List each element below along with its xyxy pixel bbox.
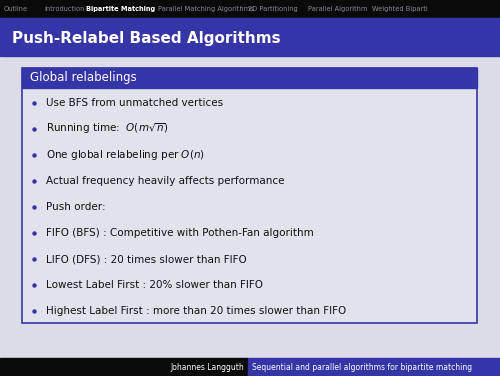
Text: Lowest Label First : 20% slower than FIFO: Lowest Label First : 20% slower than FIF…: [46, 280, 263, 290]
Text: 2D Partitioning: 2D Partitioning: [248, 6, 298, 12]
Bar: [0, 0, 500, 18]
Text: Bipartite Matching: Bipartite Matching: [86, 6, 155, 12]
Text: One global relabeling per $O(n)$: One global relabeling per $O(n)$: [46, 148, 205, 162]
Text: Push order:: Push order:: [46, 202, 106, 212]
Text: Highest Label First : more than 20 times slower than FIFO: Highest Label First : more than 20 times…: [46, 306, 346, 316]
Text: Introduction: Introduction: [44, 6, 84, 12]
Text: Parallel Matching Algorithms: Parallel Matching Algorithms: [158, 6, 254, 12]
Text: Actual frequency heavily affects performance: Actual frequency heavily affects perform…: [46, 176, 284, 186]
Bar: [0, 18, 500, 22]
Bar: [248, 358, 500, 376]
Text: Parallel Algorithm: Parallel Algorithm: [308, 6, 368, 12]
Text: Sequential and parallel algorithms for bipartite matching: Sequential and parallel algorithms for b…: [252, 362, 472, 371]
Text: FIFO (BFS) : Competitive with Pothen-Fan algorithm: FIFO (BFS) : Competitive with Pothen-Fan…: [46, 228, 314, 238]
Bar: [0, 358, 248, 376]
Text: Global relabelings: Global relabelings: [30, 71, 137, 85]
Bar: [0, 22, 500, 56]
Text: Outline: Outline: [4, 6, 28, 12]
Text: Push-Relabel Based Algorithms: Push-Relabel Based Algorithms: [12, 32, 280, 47]
FancyBboxPatch shape: [22, 68, 477, 323]
Bar: [22, 68, 477, 88]
Text: Running time:  $O(m\sqrt{n})$: Running time: $O(m\sqrt{n})$: [46, 122, 169, 136]
Text: LIFO (DFS) : 20 times slower than FIFO: LIFO (DFS) : 20 times slower than FIFO: [46, 254, 247, 264]
Text: Weighted Biparti: Weighted Biparti: [372, 6, 428, 12]
Text: Johannes Langguth: Johannes Langguth: [170, 362, 244, 371]
Text: Use BFS from unmatched vertices: Use BFS from unmatched vertices: [46, 98, 223, 108]
